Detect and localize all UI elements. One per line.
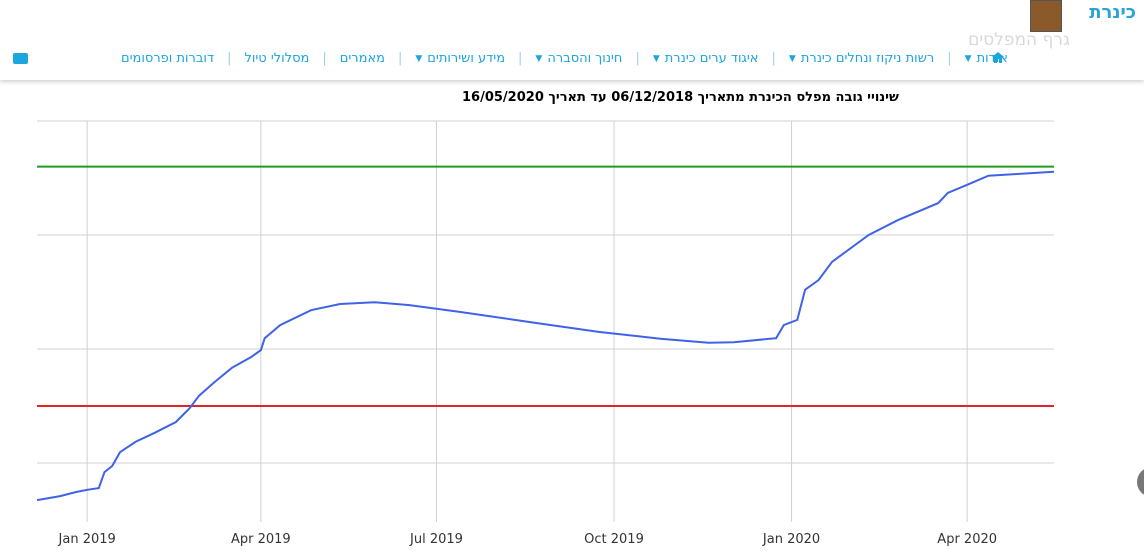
scroll-handle[interactable]	[1137, 467, 1144, 497]
nav-separator: |	[518, 51, 523, 66]
dropdown-arrow[interactable]: ▼	[535, 53, 543, 64]
nav-item[interactable]: רשות ניקוז ונחלים כינרת	[800, 51, 935, 66]
dropdown-arrow[interactable]: ▼	[652, 53, 660, 64]
page-heading: גרף המפלסים	[968, 30, 1070, 50]
logo[interactable]: כינרת	[1089, 2, 1136, 23]
x-tick-label: Apr 2019	[231, 532, 291, 547]
mail-icon[interactable]	[13, 53, 28, 64]
nav-separator: |	[322, 51, 327, 66]
x-tick-label: Oct 2019	[584, 532, 644, 547]
nav-item[interactable]: חינוך והסברה	[547, 51, 623, 66]
nav-item[interactable]: אודות	[976, 51, 1008, 66]
nav-separator: |	[635, 51, 640, 66]
dropdown-arrow[interactable]: ▼	[415, 53, 423, 64]
x-tick-label: Jul 2019	[409, 532, 463, 547]
nav-item[interactable]: מידע ושירותים	[427, 51, 506, 66]
nav-separator: |	[397, 51, 403, 66]
data-line	[36, 170, 1055, 502]
dropdown-arrow[interactable]: ▼	[788, 53, 796, 64]
nav-item[interactable]: מאמרים	[339, 51, 385, 66]
logo-image[interactable]	[1030, 0, 1062, 32]
chart-title: שינויי גובה מפלס הכינרת מתאריך 06/12/201…	[462, 90, 899, 105]
top-bar: גרף המפלסים כינרת אודות ▼ | רשות ניקוז ונחל…	[0, 0, 1144, 80]
x-tick-label: Jan 2019	[58, 532, 116, 547]
nav-menu: אודות ▼ | רשות ניקוז ונחלים כינרת ▼ | איגוד ער…	[121, 51, 1008, 66]
home-icon[interactable]	[992, 52, 1004, 63]
nav-separator: |	[947, 51, 952, 66]
nav-separator: |	[771, 51, 776, 66]
x-tick-label: Jan 2020	[762, 532, 820, 547]
nav-item[interactable]: דוברות ופרסומים	[121, 51, 215, 66]
dropdown-arrow[interactable]: ▼	[964, 53, 972, 64]
nav-item[interactable]: איגוד ערים כינרת	[664, 51, 759, 66]
nav-item[interactable]: מסלולי טיול	[244, 51, 310, 66]
nav-separator: |	[227, 51, 232, 66]
x-tick-label: Apr 2020	[937, 532, 997, 547]
